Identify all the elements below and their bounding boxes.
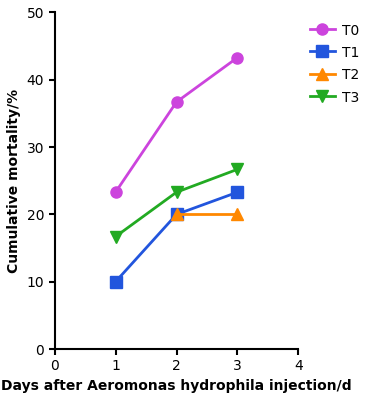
T0 — [235, 55, 240, 60]
X-axis label: Days after Aeromonas hydrophila injection/d: Days after Aeromonas hydrophila injectio… — [1, 379, 352, 393]
Line: T3: T3 — [110, 164, 243, 242]
T1 — [113, 279, 118, 284]
Legend: T0, T1, T2, T3: T0, T1, T2, T3 — [305, 19, 363, 109]
T0 — [174, 100, 179, 104]
T2 — [174, 212, 179, 217]
Line: T0: T0 — [110, 52, 243, 198]
Line: T2: T2 — [171, 209, 243, 220]
T1 — [235, 190, 240, 195]
T1 — [174, 212, 179, 217]
Line: T1: T1 — [110, 187, 243, 287]
T0 — [113, 190, 118, 195]
T3 — [174, 190, 179, 195]
T3 — [113, 234, 118, 239]
Y-axis label: Cumulative mortality/%: Cumulative mortality/% — [7, 89, 21, 273]
T2 — [235, 212, 240, 217]
T3 — [235, 167, 240, 172]
